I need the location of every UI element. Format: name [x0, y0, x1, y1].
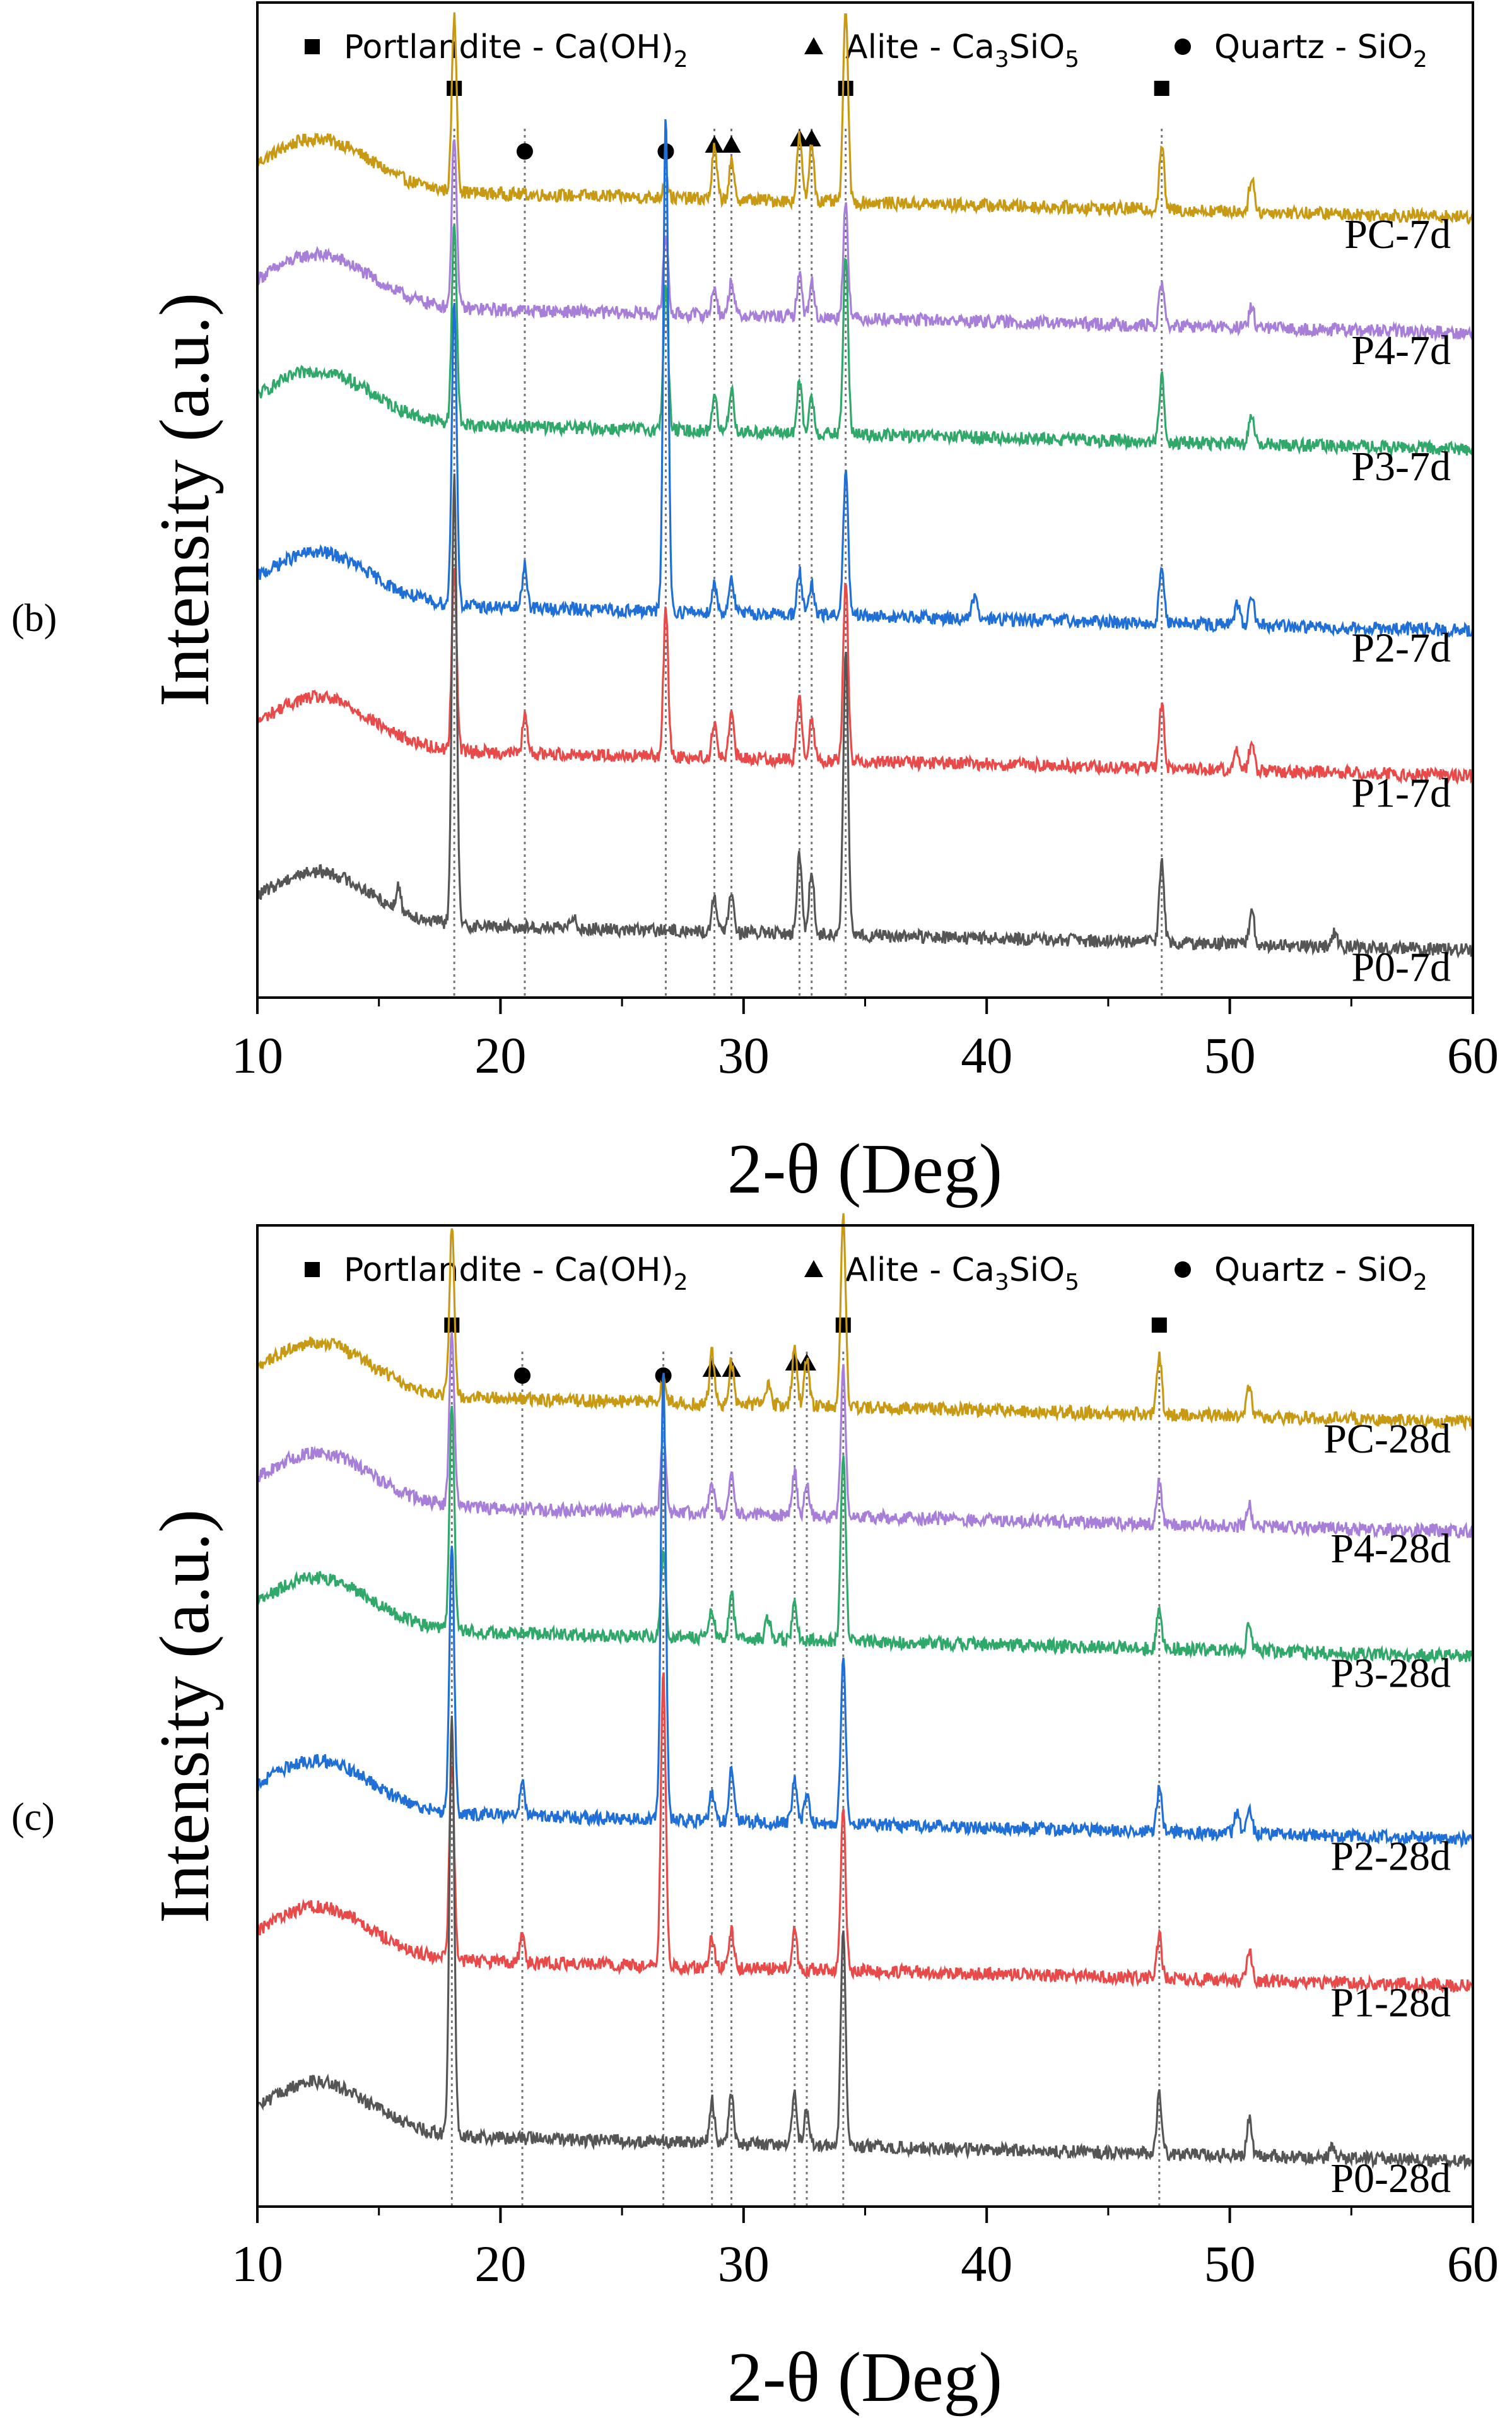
chart-panel-b: (b) Portlandite - Ca(OH)2 Alite - Ca3SiO5… [11, 1, 1499, 1208]
series-label-P3-7d: P3-7d [1351, 444, 1451, 490]
legend-marker-circle [1175, 1261, 1191, 1278]
series-labels-b: PC-7d P4-7d P3-7d P2-7d P1-7d P0-7d [1344, 211, 1451, 991]
phase-marker-circle [516, 143, 533, 160]
series-line-P4-7d [256, 139, 1474, 343]
legend-marker-square [305, 39, 320, 54]
series-group-c [256, 1213, 1474, 2171]
legend-text: Quartz - SiO [1214, 28, 1413, 66]
series-line-P3-28d [256, 1405, 1474, 1665]
legend-text: Alite - Ca [845, 1251, 995, 1289]
series-line-P0-7d [256, 473, 1474, 959]
series-label-P0-28d: P0-28d [1330, 2155, 1451, 2202]
x-tick-label: 40 [961, 2235, 1012, 2292]
series-line-PC-28d [256, 1213, 1474, 1432]
x-tick-label: 60 [1447, 1027, 1499, 1084]
x-axis-c: 10 20 30 40 50 60 [231, 2207, 1499, 2292]
panel-label-c: (c) [11, 1796, 55, 1839]
phase-marker-square [444, 1318, 460, 1333]
series-label-P0-7d: P0-7d [1351, 945, 1451, 991]
phase-marker-square [1151, 1318, 1167, 1333]
series-labels-c: PC-28d P4-28d P3-28d P2-28d P1-28d P0-28d [1323, 1416, 1451, 2202]
x-tick-label: 30 [718, 2235, 770, 2292]
phase-markers-b [447, 81, 1169, 160]
x-tick-label: 20 [474, 2235, 526, 2292]
legend-entry-0: Portlandite - Ca(OH)2 [344, 28, 688, 73]
legend-sub: 2 [674, 47, 688, 73]
series-line-P1-28d [256, 1672, 1474, 1995]
legend-text: Quartz - SiO [1214, 1251, 1413, 1289]
legend-entry-2: Quartz - SiO2 [1214, 28, 1427, 73]
chart-panel-c: (c) Portlandite - Ca(OH)2 Alite - Ca3SiO5… [11, 1213, 1499, 2417]
x-axis-b: 10 20 30 40 50 60 [231, 998, 1499, 1084]
legend-sub: 2 [1413, 1270, 1427, 1295]
phase-marker-square [838, 81, 853, 96]
x-axis-title-c: 2-θ (Deg) [727, 2338, 1002, 2417]
legend-marker-triangle [804, 37, 823, 54]
series-group-b [256, 12, 1474, 959]
legend-entry-1: Alite - Ca3SiO5 [845, 28, 1079, 73]
legend-text: Portlandite - Ca(OH) [344, 28, 674, 66]
phase-marker-triangle [722, 136, 741, 153]
legend-text: Portlandite - Ca(OH) [344, 1251, 674, 1289]
series-line-P0-28d [256, 1716, 1474, 2171]
legend-sub: 2 [674, 1270, 688, 1295]
legend-marker-circle [1175, 38, 1191, 55]
y-axis-title-c: Intensity (a.u.) [146, 1509, 224, 1923]
series-line-P2-28d [256, 1372, 1474, 1849]
phase-marker-triangle [702, 1360, 722, 1377]
series-label-PC-28d: PC-28d [1323, 1416, 1451, 1462]
legend-text: Alite - Ca [845, 28, 995, 66]
phase-marker-square [1154, 81, 1169, 96]
series-label-P2-7d: P2-7d [1351, 625, 1451, 671]
series-line-P3-7d [257, 224, 1474, 457]
x-tick-label: 40 [961, 1027, 1012, 1084]
legend-b: Portlandite - Ca(OH)2 Alite - Ca3SiO5 Quar… [305, 28, 1427, 73]
legend-sub2: 5 [1065, 47, 1079, 73]
panel-label-b: (b) [11, 597, 57, 640]
series-label-P1-28d: P1-28d [1330, 1979, 1451, 2025]
x-tick-label: 50 [1204, 2235, 1256, 2292]
series-label-P4-7d: P4-7d [1351, 327, 1451, 374]
legend-marker-triangle [804, 1260, 823, 1277]
series-label-P2-28d: P2-28d [1330, 1833, 1451, 1879]
x-tick-label: 50 [1204, 1027, 1256, 1084]
x-tick-label: 10 [231, 2235, 283, 2292]
legend-sub: 3 [995, 47, 1009, 73]
x-tick-label: 10 [231, 1027, 283, 1084]
x-tick-label: 30 [718, 1027, 770, 1084]
series-label-P3-28d: P3-28d [1330, 1650, 1451, 1696]
x-tick-label: 60 [1447, 2235, 1499, 2292]
phase-marker-triangle [785, 1353, 804, 1371]
series-line-P4-28d [256, 1331, 1474, 1538]
series-label-PC-7d: PC-7d [1344, 211, 1451, 257]
phase-marker-square [447, 81, 462, 96]
legend-tail: SiO [1009, 28, 1065, 66]
series-line-P2-7d [256, 119, 1474, 638]
legend-entry-0: Portlandite - Ca(OH)2 [344, 1251, 688, 1295]
series-line-P1-7d [256, 567, 1474, 785]
legend-entry-2: Quartz - SiO2 [1214, 1251, 1427, 1295]
legend-sub2: 5 [1065, 1270, 1079, 1295]
legend-sub: 2 [1413, 47, 1427, 73]
x-axis-title-b: 2-θ (Deg) [727, 1130, 1002, 1208]
series-line-PC-7d [256, 12, 1474, 225]
y-axis-title-b: Intensity (a.u.) [146, 293, 224, 707]
series-label-P4-28d: P4-28d [1330, 1526, 1451, 1572]
series-label-P1-7d: P1-7d [1351, 770, 1451, 817]
phase-marker-triangle [802, 129, 821, 146]
phase-marker-square [835, 1318, 851, 1333]
x-tick-label: 20 [474, 1027, 526, 1084]
legend-marker-square [305, 1262, 320, 1277]
legend-tail: SiO [1009, 1251, 1065, 1289]
legend-c: Portlandite - Ca(OH)2 Alite - Ca3SiO5 Quar… [305, 1251, 1427, 1295]
legend-sub: 3 [995, 1270, 1009, 1295]
legend-entry-1: Alite - Ca3SiO5 [845, 1251, 1079, 1295]
phase-marker-circle [514, 1367, 531, 1384]
